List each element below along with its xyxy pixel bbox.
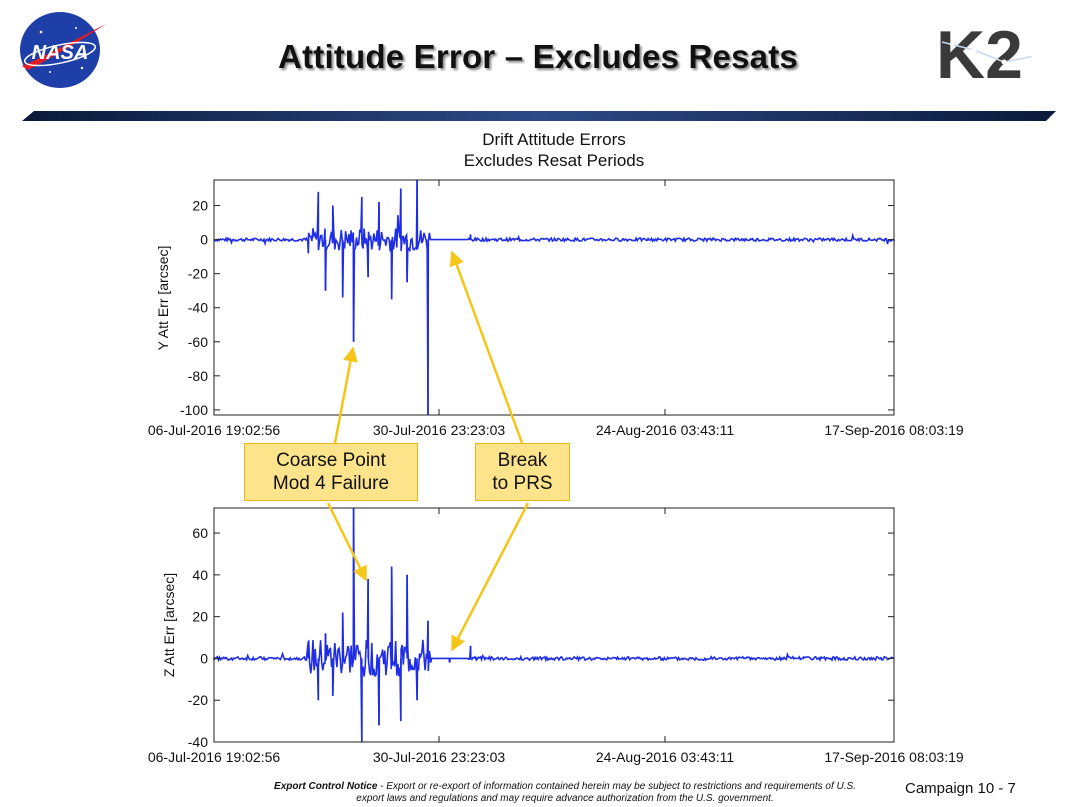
callout-coarse-line-1: Coarse Point xyxy=(276,450,386,471)
y-tick-label: -60 xyxy=(188,334,208,350)
page-number: Campaign 10 - 7 xyxy=(905,780,1016,797)
plot-frame xyxy=(213,507,895,743)
y-tick-label: 40 xyxy=(192,567,208,583)
y-tick-label: -80 xyxy=(188,368,208,384)
export-notice-label: Export Control Notice xyxy=(274,781,378,792)
x-tick-label: 30-Jul-2016 23:23:03 xyxy=(373,749,506,765)
x-tick-label: 17-Sep-2016 08:03:19 xyxy=(824,749,964,765)
x-tick-label: 17-Sep-2016 08:03:19 xyxy=(824,422,964,438)
y-tick-label: -100 xyxy=(180,402,208,418)
x-tick-label: 24-Aug-2016 03:43:11 xyxy=(596,749,735,765)
y-tick-label: 60 xyxy=(192,525,208,541)
x-tick-label: 06-Jul-2016 19:02:56 xyxy=(148,422,281,438)
y-axis-label: Z Att Err [arcsec] xyxy=(161,573,177,677)
k2-logo-text: K2 xyxy=(936,20,1023,86)
callout-coarse-point: Coarse Point Mod 4 Failure xyxy=(244,443,418,501)
chart-title-line-1: Drift Attitude Errors xyxy=(482,130,626,149)
y-tick-label: -20 xyxy=(188,266,208,282)
export-notice-text: - Export or re-export of information con… xyxy=(356,781,856,804)
export-control-notice: Export Control Notice - Export or re-exp… xyxy=(270,781,860,805)
callout-arrow xyxy=(449,250,524,444)
callout-break-line-2: to PRS xyxy=(492,473,553,494)
series-line xyxy=(213,179,895,416)
y-axis-label: Y Att Err [arcsec] xyxy=(155,246,171,351)
title-rule xyxy=(22,111,1056,121)
callout-break-to-prs: Break to PRS xyxy=(475,443,570,501)
x-tick-label: 30-Jul-2016 23:23:03 xyxy=(373,422,506,438)
slide-title: Attitude Error – Excludes Resats xyxy=(278,38,798,75)
y-tick-label: -20 xyxy=(188,692,208,708)
callout-coarse-line-2: Mod 4 Failure xyxy=(272,473,390,494)
nasa-logo: NASA xyxy=(16,10,108,95)
y-tick-label: 0 xyxy=(200,650,208,666)
nasa-logo-text: NASA xyxy=(32,42,89,64)
y-tick-label: -40 xyxy=(188,300,208,316)
callout-arrows xyxy=(326,250,530,652)
callout-arrow xyxy=(326,502,368,582)
y-tick-label: -40 xyxy=(188,734,208,750)
k2-logo: K2 xyxy=(934,17,1058,93)
plot-frame xyxy=(213,179,895,416)
callout-arrow xyxy=(450,502,530,652)
y-tick-label: 20 xyxy=(192,198,208,214)
series-line xyxy=(213,507,895,743)
x-tick-label: 06-Jul-2016 19:02:56 xyxy=(148,749,281,765)
y-tick-label: 20 xyxy=(192,609,208,625)
chart-title-line-2: Excludes Resat Periods xyxy=(464,151,644,170)
callout-arrow xyxy=(333,346,358,444)
callout-break-line-1: Break xyxy=(497,450,548,471)
x-tick-label: 24-Aug-2016 03:43:11 xyxy=(596,422,735,438)
y-tick-label: 0 xyxy=(200,232,208,248)
chart-y-attitude-error: Drift Attitude Errors Excludes Resat Per… xyxy=(148,130,964,438)
